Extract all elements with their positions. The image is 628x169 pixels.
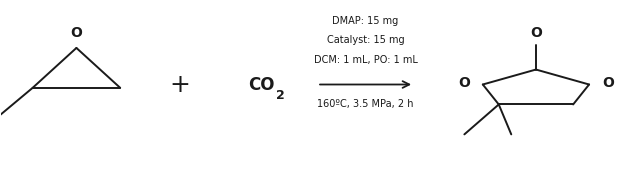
Text: O: O <box>602 76 614 90</box>
Text: O: O <box>458 76 470 90</box>
Text: O: O <box>70 26 82 40</box>
Text: CO: CO <box>248 76 275 93</box>
Text: 160ºC, 3.5 MPa, 2 h: 160ºC, 3.5 MPa, 2 h <box>317 99 414 110</box>
Text: Catalyst: 15 mg: Catalyst: 15 mg <box>327 35 404 45</box>
Text: O: O <box>530 26 542 40</box>
Text: DMAP: 15 mg: DMAP: 15 mg <box>332 16 399 26</box>
Text: +: + <box>169 73 190 96</box>
Text: 2: 2 <box>276 89 284 102</box>
Text: DCM: 1 mL, PO: 1 mL: DCM: 1 mL, PO: 1 mL <box>313 55 418 65</box>
